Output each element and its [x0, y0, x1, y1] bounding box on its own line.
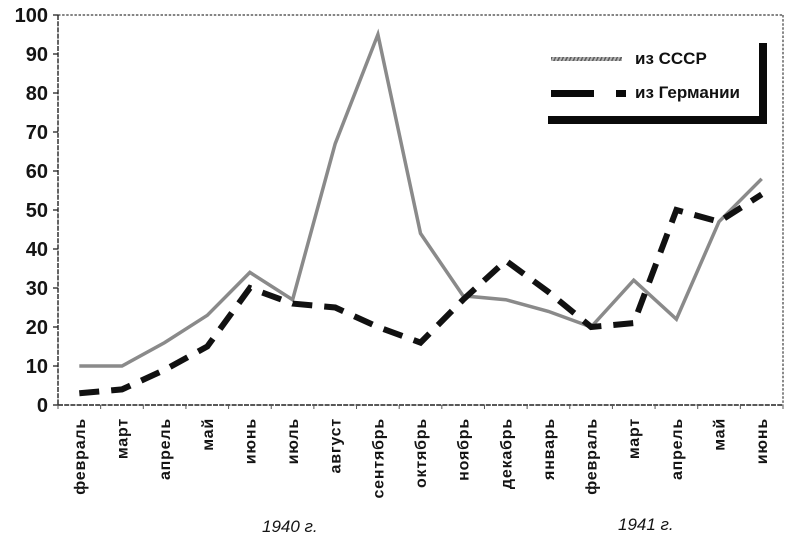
x-axis-label: декабрь: [498, 418, 515, 489]
y-axis-label: 100: [15, 5, 48, 27]
series-line-ussr: [79, 28, 763, 368]
x-axis-label: июнь: [242, 418, 259, 464]
legend-item-ussr: из СССР: [551, 48, 707, 70]
x-axis-label: март: [114, 418, 131, 459]
x-axis-label: февраль: [584, 418, 601, 495]
legend-label-ussr: из СССР: [635, 49, 707, 68]
y-axis-label: 60: [26, 161, 48, 183]
x-axis-label: апрель: [669, 418, 686, 480]
x-axis-label: июнь: [754, 418, 771, 464]
x-axis-label: февраль: [72, 418, 89, 495]
x-axis-label: март: [626, 418, 643, 459]
x-axis-label: август: [328, 418, 345, 473]
x-axis-label: май: [712, 418, 729, 451]
legend-item-germany: из Германии: [551, 82, 740, 104]
y-axis-label: 80: [26, 83, 48, 105]
y-axis-label: 0: [37, 395, 48, 417]
y-axis-label: 90: [26, 44, 48, 66]
x-axis-label: апрель: [157, 418, 174, 480]
x-axis-label: июль: [285, 418, 302, 464]
dash-swatch-long: [551, 89, 594, 97]
legend-label-germany: из Германии: [635, 83, 740, 102]
legend-frame: [548, 43, 767, 124]
dash-swatch-gap: [594, 90, 616, 97]
x-axis-label: ноябрь: [456, 418, 473, 481]
y-axis-label: 70: [26, 122, 48, 144]
series-line-germany: [79, 191, 764, 397]
x-axis-label: октябрь: [413, 418, 430, 488]
y-axis-label: 20: [26, 317, 48, 339]
dash-swatch-short: [616, 89, 626, 97]
solid-line-swatch: [551, 57, 622, 61]
legend-line-sample-ussr: [551, 57, 628, 61]
period-label-1941: 1941 г.: [618, 515, 674, 534]
x-axis-label: январь: [541, 418, 558, 481]
y-axis-label: 50: [26, 200, 48, 222]
period-label-1940: 1940 г.: [262, 517, 318, 536]
y-axis-label: 40: [26, 239, 48, 261]
y-axis-label: 10: [26, 356, 48, 378]
x-axis-label: сентябрь: [370, 418, 387, 499]
x-axis-label: май: [200, 418, 217, 451]
legend-line-sample-germany: [551, 89, 628, 97]
legend: из СССР из Германии: [548, 43, 767, 124]
y-axis-label: 30: [26, 278, 48, 300]
